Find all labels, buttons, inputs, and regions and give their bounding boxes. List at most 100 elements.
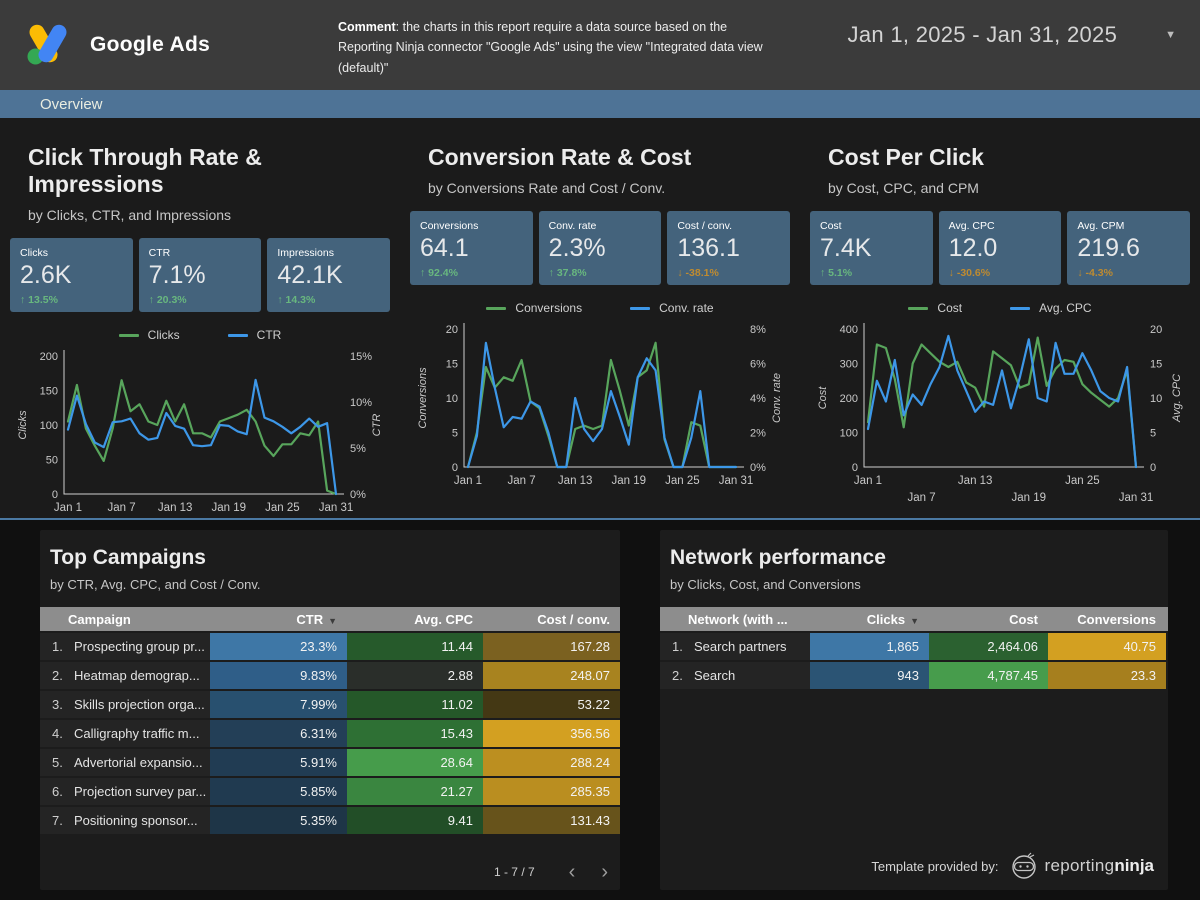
- cell-value: 2.88: [347, 662, 483, 689]
- legend-item[interactable]: Clicks: [118, 328, 180, 342]
- svg-text:0: 0: [452, 462, 458, 474]
- cell-value: 248.07: [483, 662, 620, 689]
- chart-legend: Cost Avg. CPC: [810, 301, 1190, 315]
- svg-text:15: 15: [1150, 359, 1162, 371]
- page-tab-bar: Overview: [0, 90, 1200, 118]
- row-name: Projection survey par...: [68, 778, 210, 805]
- section-title: Conversion Rate & Cost: [428, 144, 692, 170]
- column-header-2[interactable]: Cost: [929, 612, 1048, 627]
- legend-label: Cost: [937, 301, 963, 315]
- legend-item[interactable]: Cost: [908, 301, 962, 315]
- scorecard-value: 2.6K: [20, 261, 72, 289]
- legend-item[interactable]: Avg. CPC: [1010, 301, 1092, 315]
- legend-swatch: [118, 333, 139, 337]
- svg-text:5: 5: [452, 428, 458, 440]
- column-header-label: Clicks: [866, 611, 906, 627]
- cell-value: 6.31%: [210, 720, 347, 747]
- scorecard-delta: ↓ -38.1%: [677, 267, 780, 279]
- scorecard-label: CTR: [148, 247, 171, 259]
- legend-item[interactable]: Conversions: [486, 301, 582, 315]
- cell-value: 15.43: [347, 720, 483, 747]
- column-header-name[interactable]: Campaign: [68, 611, 131, 627]
- panel-title: Network performance: [670, 546, 886, 569]
- scorecard-value: 2.3%: [548, 234, 606, 262]
- scorecard-row: Clicks 2.6K ↑ 13.5% CTR 7.1% ↑ 20.3% Impressio…: [10, 238, 391, 312]
- row-rank: 6.: [40, 778, 68, 805]
- scorecard-delta: ↑ 37.8%: [549, 267, 652, 279]
- svg-text:Jan 31: Jan 31: [1119, 492, 1154, 504]
- cell-value: 53.22: [483, 691, 620, 718]
- chevron-down-icon[interactable]: ▼: [1165, 29, 1176, 41]
- delta-value: -4.3%: [1085, 267, 1113, 279]
- cell-value: 5.85%: [210, 778, 347, 805]
- svg-text:20: 20: [1150, 324, 1162, 336]
- column-header-3[interactable]: Conversions: [1048, 612, 1166, 627]
- scorecard-value: 64.1: [420, 234, 469, 262]
- tables-section: Top Campaigns by CTR, Avg. CPC, and Cost…: [0, 520, 1200, 900]
- brand-text-light: reporting: [1044, 856, 1115, 875]
- column-header-1[interactable]: Clicks ▼: [810, 612, 929, 627]
- scorecard-value: 7.4K: [820, 234, 872, 262]
- legend-label: CTR: [256, 328, 282, 342]
- svg-text:Jan 31: Jan 31: [719, 475, 754, 487]
- svg-text:0: 0: [852, 462, 858, 474]
- scorecard: Conversions 64.1 ↑ 92.4%: [410, 211, 533, 285]
- scorecard-delta: ↑ 92.4%: [420, 267, 523, 279]
- scorecard-delta: ↓ -30.6%: [949, 267, 1052, 279]
- table-row: 2. Heatmap demograp... 9.83% 2.88 248.07: [40, 662, 620, 689]
- column-header-3[interactable]: Cost / conv.: [483, 612, 620, 627]
- cell-value: 23.3%: [210, 633, 347, 660]
- svg-text:15%: 15%: [350, 351, 372, 363]
- legend-swatch: [227, 333, 248, 337]
- arrow-up-icon: ↑: [20, 294, 29, 306]
- cell-value: 356.56: [483, 720, 620, 747]
- scorecard-value: 7.1%: [148, 261, 206, 289]
- column-header-2[interactable]: Avg. CPC: [347, 612, 483, 627]
- svg-text:6%: 6%: [750, 359, 766, 371]
- arrow-down-icon: ↓: [948, 267, 957, 279]
- panel-subtitle: by Clicks, Cost, and Conversions: [670, 577, 861, 592]
- cell-value: 4,787.45: [929, 662, 1048, 689]
- scorecard: Conv. rate 2.3% ↑ 37.8%: [538, 211, 662, 285]
- prev-page-button[interactable]: ‹: [568, 861, 576, 883]
- delta-value: 5.1%: [828, 267, 853, 279]
- scorecard: Clicks 2.6K ↑ 13.5%: [10, 238, 133, 312]
- column-header-1[interactable]: CTR ▼: [210, 612, 347, 627]
- row-rank: 1.: [40, 633, 68, 660]
- svg-text:Cost: Cost: [817, 386, 829, 410]
- delta-value: 14.3%: [285, 294, 316, 306]
- column-header-name[interactable]: Network (with ...: [688, 611, 788, 627]
- panel-title: Top Campaigns: [50, 546, 206, 569]
- next-page-button[interactable]: ›: [601, 861, 608, 883]
- tab-overview[interactable]: Overview: [40, 95, 103, 113]
- report-comment: Comment: the charts in this report requi…: [338, 17, 770, 78]
- scorecard-label: Clicks: [20, 247, 48, 259]
- svg-text:400: 400: [840, 324, 858, 336]
- row-name: Calligraphy traffic m...: [68, 720, 210, 747]
- row-name: Positioning sponsor...: [68, 807, 210, 834]
- legend-label: Conversions: [515, 301, 583, 315]
- date-range-value[interactable]: Jan 1, 2025 - Jan 31, 2025: [847, 22, 1118, 47]
- svg-text:Jan 1: Jan 1: [54, 502, 82, 514]
- row-name: Heatmap demograp...: [68, 662, 210, 689]
- scorecard-delta: ↑ 5.1%: [820, 267, 923, 279]
- pagination-label: 1 - 7 / 7: [493, 865, 535, 879]
- svg-text:Conv. rate: Conv. rate: [771, 373, 783, 423]
- svg-text:2%: 2%: [750, 428, 766, 440]
- column-header-label: Cost: [1009, 611, 1038, 627]
- date-range-selector[interactable]: Jan 1, 2025 - Jan 31, 2025 ▼: [848, 22, 1176, 48]
- scorecard-label: Conv. rate: [548, 220, 597, 232]
- table-row: 3. Skills projection orga... 7.99% 11.02 53.…: [40, 691, 620, 718]
- cell-value: 11.02: [347, 691, 483, 718]
- svg-text:0: 0: [1150, 462, 1156, 474]
- cell-value: 40.75: [1048, 633, 1166, 660]
- legend-item[interactable]: CTR: [227, 328, 282, 342]
- legend-item[interactable]: Conv. rate: [630, 301, 714, 315]
- svg-text:4%: 4%: [750, 393, 766, 405]
- cell-value: 131.43: [483, 807, 620, 834]
- row-name: Advertorial expansio...: [68, 749, 210, 776]
- svg-text:8%: 8%: [750, 324, 766, 336]
- arrow-up-icon: ↑: [148, 294, 157, 306]
- scorecard: Avg. CPM 219.6 ↓ -4.3%: [1067, 211, 1191, 285]
- row-name: Search partners: [688, 633, 810, 660]
